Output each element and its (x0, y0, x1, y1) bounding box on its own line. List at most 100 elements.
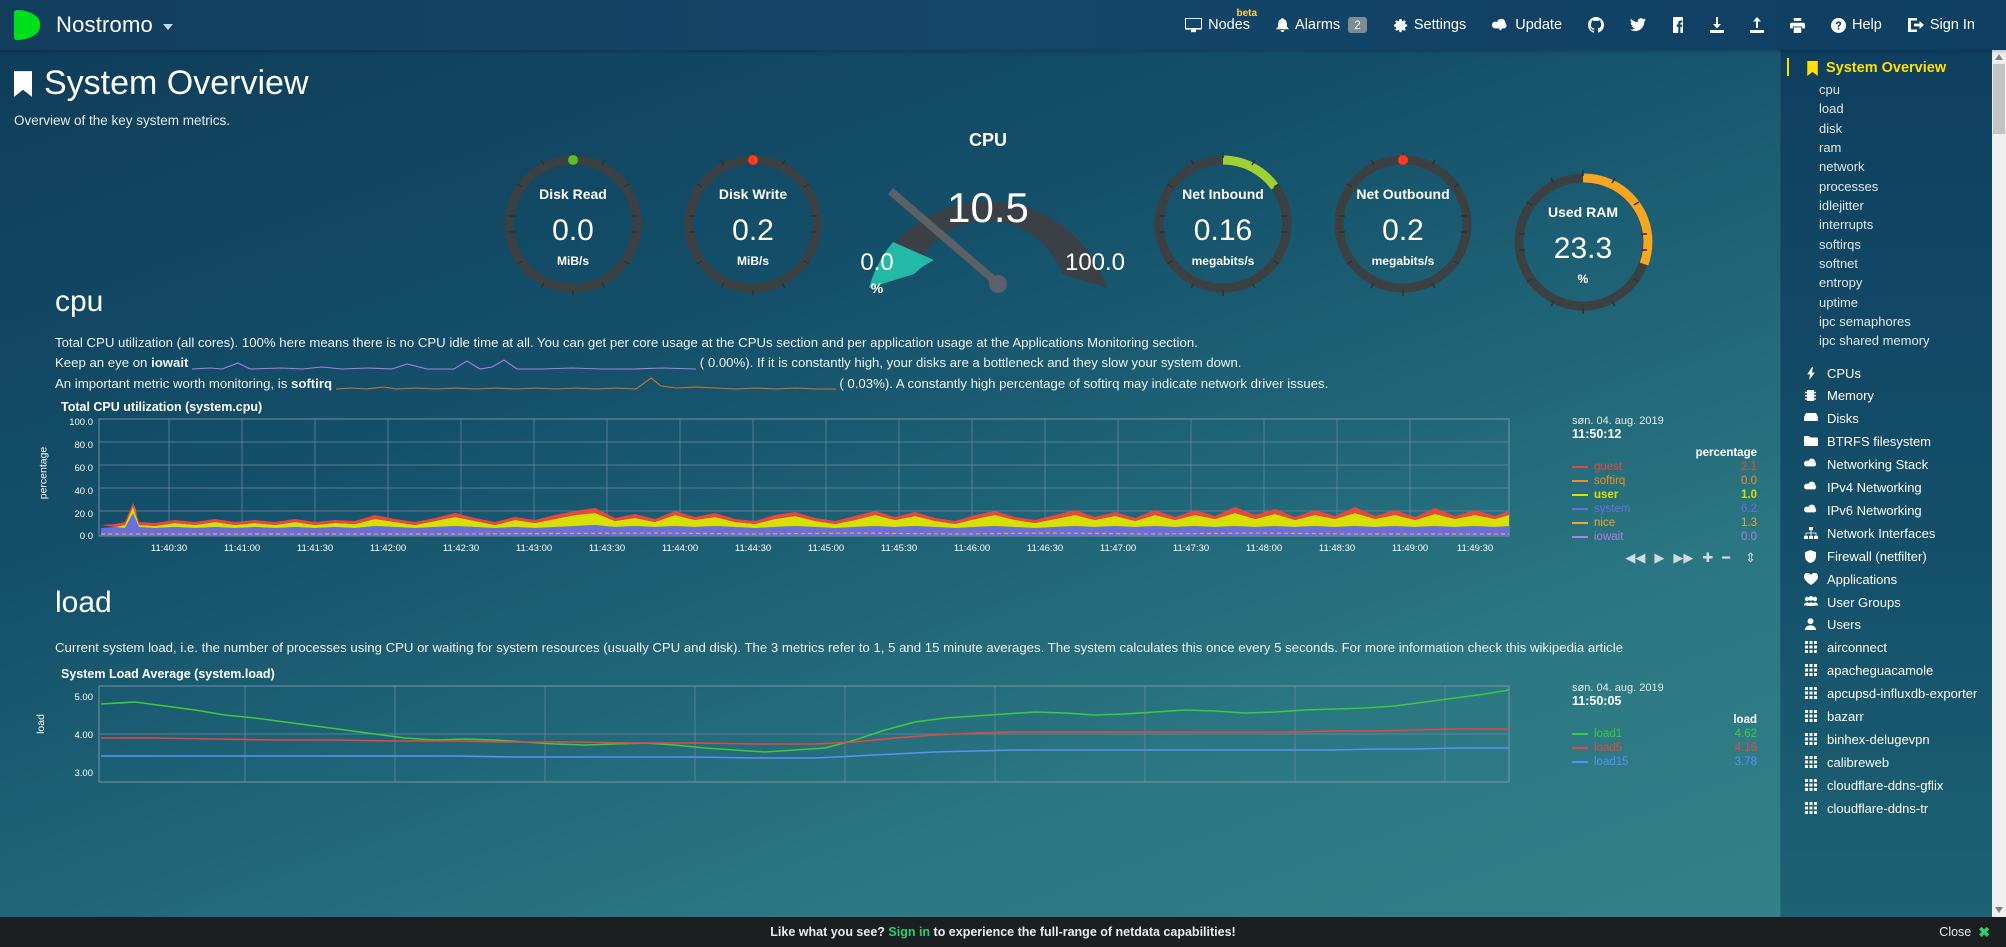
gauge-cpu[interactable]: CPU 10.5 0.0 % 100.0 (848, 130, 1128, 309)
legend-row[interactable]: load1 4.62 (1572, 728, 1757, 740)
legend-row[interactable]: load15 3.78 (1572, 756, 1757, 768)
nav-update[interactable]: Update (1479, 0, 1575, 50)
sidebar-subitem-network[interactable]: network (1819, 159, 1865, 175)
alarms-count-badge: 2 (1348, 17, 1367, 33)
chart-cpu-plot[interactable]: 100.0 80.0 60.0 40.0 20.0 0.0 (55, 415, 1515, 555)
gauge-disk-write[interactable]: Disk Write 0.2 MiB/s (668, 134, 838, 309)
sidebar-subitem-entropy[interactable]: entropy (1819, 275, 1863, 291)
sidebar-subitem-ipc-semaphores[interactable]: ipc semaphores (1819, 313, 1911, 329)
sidebar-item-binhex-delugevpn[interactable]: binhex-delugevpn (1781, 729, 2006, 752)
legend-row[interactable]: iowait 0.0 (1572, 531, 1757, 543)
chevron-down-icon[interactable] (162, 24, 173, 30)
gauge-disk-read[interactable]: Disk Read 0.0 MiB/s (488, 134, 658, 309)
sidebar-subitem-softnet[interactable]: softnet (1819, 255, 1859, 271)
banner-signin-link[interactable]: Sign in (888, 925, 931, 939)
nav-facebook[interactable] (1659, 0, 1697, 50)
close-icon[interactable]: ✖ (1978, 923, 1990, 940)
nav-update-label: Update (1515, 17, 1563, 33)
gauge-used-ram[interactable]: Used RAM 23.3 % (1498, 152, 1668, 327)
nav-nodes[interactable]: Nodes beta (1172, 0, 1263, 50)
svg-text:11:42:30: 11:42:30 (443, 543, 479, 554)
legend-row[interactable]: softirq 0.0 (1572, 475, 1757, 487)
sidebar-item-bazarr[interactable]: bazarr (1781, 706, 2006, 729)
banner-close-button[interactable]: Close ✖ (1939, 924, 1990, 941)
sidebar-item-apcupsd-influxdb-exporter[interactable]: apcupsd-influxdb-exporter (1781, 683, 2006, 706)
legend-row[interactable]: load5 4.16 (1572, 742, 1757, 754)
sidebar-item-system-overview[interactable]: System Overview (1781, 50, 2006, 80)
sidebar-item-memory[interactable]: Memory (1781, 385, 2006, 408)
nav-print[interactable] (1777, 0, 1818, 50)
scroll-down-arrow-icon[interactable] (1995, 907, 2003, 913)
gauge-net-inbound[interactable]: Net Inbound 0.16 megabits/s (1138, 134, 1308, 309)
gauge-net-outbound[interactable]: Net Outbound 0.2 megabits/s (1318, 134, 1488, 309)
scroll-up-arrow-icon[interactable] (1995, 54, 2003, 60)
nav-signin[interactable]: Sign In (1895, 0, 1988, 50)
sidebar-item-ipv4-networking[interactable]: IPv4 Networking (1781, 477, 2006, 500)
sidebar-subitem-ipc-shared-memory[interactable]: ipc shared memory (1819, 333, 1930, 349)
legend-row[interactable]: guest 2.1 (1572, 461, 1757, 473)
sidebar-item-user-groups[interactable]: User Groups (1781, 592, 2006, 615)
legend-swatch (1572, 494, 1588, 497)
nav-twitter[interactable] (1617, 0, 1659, 50)
sidebar-subitem-idlejitter[interactable]: idlejitter (1819, 197, 1864, 213)
gauge-value: 0.2 (732, 214, 774, 247)
twitter-icon (1630, 18, 1647, 32)
sidebar-subitem-interrupts[interactable]: interrupts (1819, 217, 1874, 233)
sidebar-subitem-disk[interactable]: disk (1819, 120, 1843, 136)
nav-import[interactable] (1697, 0, 1737, 50)
brand[interactable]: Nostromo (0, 10, 173, 40)
chart-system-cpu[interactable]: percentage 100.0 80.0 60.0 40.0 20.0 0.0 (37, 415, 1780, 565)
sidebar-subitem-processes[interactable]: processes (1819, 178, 1879, 194)
github-icon (1588, 17, 1605, 33)
chart-system-load[interactable]: load 5.00 4.00 3.00 (35, 682, 1780, 792)
gauge-unit: megabits/s (1191, 254, 1255, 268)
sidebar-item-applications[interactable]: Applications (1781, 569, 2006, 592)
sidebar-label: cloudflare-ddns-gflix (1827, 777, 1944, 793)
sidebar-item-firewall[interactable]: Firewall (netfilter) (1781, 546, 2006, 569)
legend-time: 11:50:05 (1572, 693, 1622, 708)
sidebar-subitem-load[interactable]: load (1819, 101, 1844, 117)
sidebar-item-ipv6-networking[interactable]: IPv6 Networking (1781, 500, 2006, 523)
sidebar-item-cloudflare-ddns-tr[interactable]: cloudflare-ddns-tr (1781, 798, 2006, 821)
sidebar-item-users[interactable]: Users (1781, 614, 2006, 637)
nav-alarms[interactable]: Alarms 2 (1263, 0, 1380, 50)
nav-settings[interactable]: Settings (1380, 0, 1479, 50)
gauge-cpu-max: 100.0 (1064, 249, 1126, 276)
sidebar-item-apacheguacamole[interactable]: apacheguacamole (1781, 660, 2006, 683)
nav-help[interactable]: Help (1818, 0, 1895, 50)
sidebar-subitem-ram[interactable]: ram (1819, 139, 1842, 155)
zoom-out-icon[interactable]: ━ (1722, 550, 1731, 566)
sidebar-item-networking-stack[interactable]: Networking Stack (1781, 454, 2006, 477)
legend-row[interactable]: nice 1.3 (1572, 517, 1757, 529)
sidebar-item-btrfs-filesystem[interactable]: BTRFS filesystem (1781, 431, 2006, 454)
chart-load-plot[interactable]: 5.00 4.00 3.00 (55, 682, 1515, 787)
sidebar-item-disks[interactable]: Disks (1781, 408, 2006, 431)
sidebar-subitem-softirqs[interactable]: softirqs (1819, 236, 1861, 252)
svg-text:11:49:30: 11:49:30 (1457, 543, 1493, 554)
gauge-label: Used RAM (1547, 204, 1618, 220)
nav-github[interactable] (1575, 0, 1617, 50)
rewind-icon[interactable]: ◀◀ (1625, 550, 1646, 566)
svg-text:11:46:30: 11:46:30 (1027, 543, 1063, 554)
grid-icon (1803, 801, 1818, 814)
zoom-in-icon[interactable]: ✚ (1702, 550, 1714, 566)
forward-icon[interactable]: ▶▶ (1673, 550, 1694, 566)
sidebar-item-calibreweb[interactable]: calibreweb (1781, 752, 2006, 775)
sidebar-divider (1781, 351, 2006, 363)
page-scrollbar-thumb[interactable] (1993, 64, 2005, 134)
sidebar-subitem-uptime[interactable]: uptime (1819, 294, 1859, 310)
sidebar-item-cloudflare-ddns-gflix[interactable]: cloudflare-ddns-gflix (1781, 775, 2006, 798)
legend-row[interactable]: system 6.2 (1572, 503, 1757, 515)
play-icon[interactable]: ▶ (1654, 550, 1665, 566)
sidebar-item-airconnect[interactable]: airconnect (1781, 637, 2006, 660)
sidebar-item-cpus[interactable]: CPUs (1781, 363, 2006, 386)
resize-icon[interactable]: ⇕ (1745, 550, 1756, 566)
nav-export[interactable] (1737, 0, 1777, 50)
legend-row[interactable]: user 1.0 (1572, 489, 1757, 501)
sidebar-item-network-interfaces[interactable]: Network Interfaces (1781, 523, 2006, 546)
sidebar-subitem-cpu[interactable]: cpu (1819, 82, 1840, 97)
grid-icon (1803, 732, 1818, 745)
question-circle-icon (1831, 17, 1847, 33)
heartbeat-icon (1803, 572, 1818, 585)
page-scrollbar[interactable] (1992, 50, 2006, 917)
